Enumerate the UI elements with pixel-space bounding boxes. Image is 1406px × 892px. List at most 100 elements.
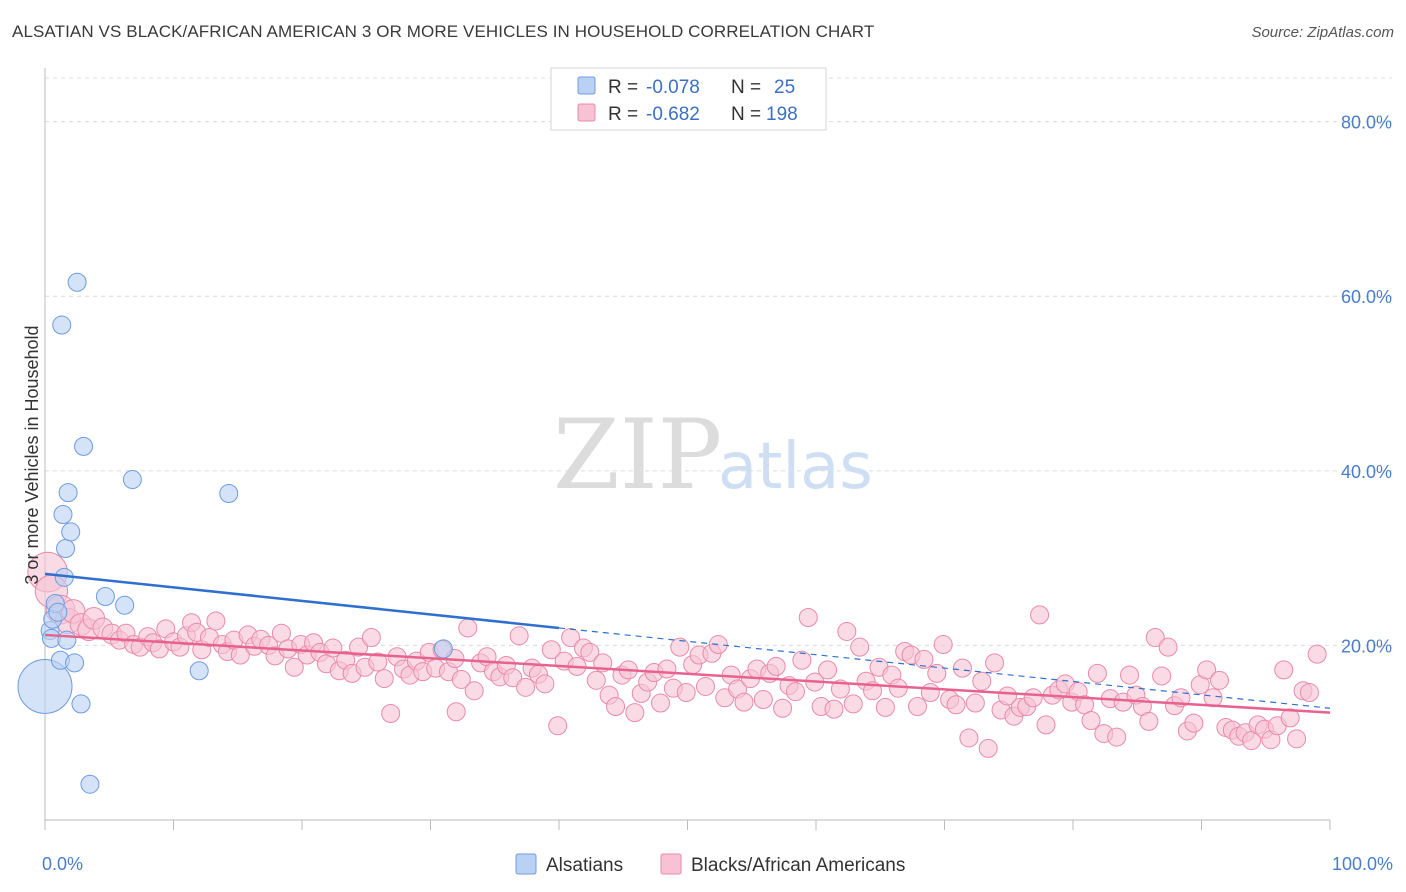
legend-swatch-pink [577, 103, 596, 122]
blacks-point-146 [985, 653, 1005, 673]
alsatians-point-18 [80, 774, 100, 794]
alsatians-point-7 [52, 315, 72, 335]
watermark-zip: ZIP [553, 399, 722, 511]
alsatians-point-13 [61, 522, 81, 542]
y-tick-label-3: 80.0% [1341, 113, 1392, 133]
grid-lines [45, 77, 1392, 646]
bottom-legend-swatch-alsatians [515, 853, 537, 875]
alsatians-point-14 [65, 653, 85, 673]
blacks-point-165 [1107, 727, 1127, 747]
blacks-point-51 [374, 669, 394, 689]
blacks-point-143 [965, 693, 985, 713]
alsatians-trend-extension [558, 627, 1331, 709]
blacks-point-63 [451, 669, 471, 689]
blacks-point-195 [1299, 683, 1319, 703]
blacks-point-64 [458, 618, 478, 638]
legend-n-label-pink: N = [731, 104, 761, 125]
legend-n-value-pink: 198 [766, 104, 798, 125]
blacks-point-76 [535, 674, 555, 694]
blacks-point-161 [1081, 710, 1101, 730]
blacks-point-129 [875, 697, 895, 717]
blacks-point-47 [349, 637, 369, 657]
blacks-point-142 [959, 728, 979, 748]
blacks-point-136 [920, 683, 940, 703]
blacks-point-103 [708, 635, 728, 655]
alsatians-point-22 [189, 661, 209, 681]
x-tick-labels: 0.0% 100.0% [42, 854, 1393, 874]
x-tick-label-1: 100.0% [1332, 854, 1393, 874]
bottom-legend-label-alsatians: Alsatians [546, 855, 623, 876]
blacks-point-72 [509, 626, 529, 646]
alsatians-point-15 [67, 272, 87, 292]
blacks-point-122 [830, 679, 850, 699]
y-axis-title: 3 or more Vehicles in Household [22, 325, 42, 584]
blacks-point-90 [625, 703, 645, 723]
blacks-point-196 [1307, 644, 1327, 664]
blacks-point-49 [361, 628, 381, 648]
blacks-point-113 [773, 698, 793, 718]
blacks-point-171 [1145, 628, 1165, 648]
blacks-point-192 [1280, 708, 1300, 728]
correlation-legend: R = -0.078 N = 25 R = -0.682 N = 198 [550, 67, 827, 131]
blacks-point-148 [997, 686, 1017, 706]
blacks-point-134 [908, 697, 928, 717]
blacks-point-50 [368, 652, 388, 672]
blacks-point-123 [837, 621, 857, 641]
blacks-point-193 [1287, 729, 1307, 749]
blacks-point-112 [766, 656, 786, 676]
alsatians-point-17 [74, 436, 94, 456]
alsatians-point-11 [57, 630, 77, 650]
blacks-point-179 [1197, 660, 1217, 680]
alsatians-point-12 [58, 483, 78, 503]
blacks-trend-line [44, 633, 1331, 714]
alsatians-point-0 [17, 658, 73, 714]
legend-n-label-blue: N = [731, 77, 761, 98]
blacks-point-162 [1087, 663, 1107, 683]
series-legend: Alsatians Blacks/African Americans [515, 853, 905, 876]
series-alsatians-points [17, 272, 453, 794]
blacks-point-141 [952, 658, 972, 678]
blacks-point-117 [798, 607, 818, 627]
alsatians-trend-line [44, 572, 560, 630]
watermark-atlas: atlas [718, 430, 873, 504]
blacks-point-152 [1023, 688, 1043, 708]
blacks-point-77 [541, 640, 561, 660]
series-blacks-african-americans-points [27, 551, 1327, 758]
y-tick-labels: 20.0% 40.0% 60.0% 80.0% [1341, 113, 1392, 657]
alsatians-point-10 [56, 539, 76, 559]
bottom-legend-label-blacks: Blacks/African Americans [691, 855, 905, 876]
alsatians-point-21 [122, 470, 142, 490]
chart-source: Source: ZipAtlas.com [1251, 24, 1394, 41]
blacks-point-170 [1139, 711, 1159, 731]
legend-r-label-blue: R = [608, 77, 638, 98]
blacks-point-144 [972, 671, 992, 691]
alsatians-point-5 [48, 602, 68, 622]
blacks-point-191 [1274, 660, 1294, 680]
alsatians-point-19 [95, 587, 115, 607]
blacks-point-78 [548, 716, 568, 736]
blacks-point-172 [1152, 666, 1172, 686]
blacks-point-107 [734, 692, 754, 712]
blacks-point-115 [785, 682, 805, 702]
blacks-point-25 [206, 611, 226, 631]
blacks-point-110 [753, 690, 773, 710]
legend-r-label-pink: R = [608, 104, 638, 125]
blacks-point-197 [446, 702, 466, 722]
trend-lines [44, 572, 1331, 714]
bottom-legend-swatch-blacks [660, 853, 682, 875]
blacks-point-181 [1209, 670, 1229, 690]
blacks-point-153 [1030, 605, 1050, 625]
blacks-point-65 [464, 681, 484, 701]
alsatians-point-23 [219, 484, 239, 504]
blacks-point-140 [946, 695, 966, 715]
y-tick-label-1: 40.0% [1341, 462, 1392, 482]
legend-n-value-blue: 25 [774, 77, 795, 98]
legend-r-value-pink: -0.682 [646, 104, 700, 125]
blacks-point-135 [914, 649, 934, 669]
blacks-point-145 [978, 738, 998, 758]
y-tick-label-2: 60.0% [1341, 287, 1392, 307]
blacks-point-120 [818, 660, 838, 680]
blacks-point-101 [695, 676, 715, 696]
blacks-point-124 [843, 694, 863, 714]
blacks-point-98 [676, 683, 696, 703]
